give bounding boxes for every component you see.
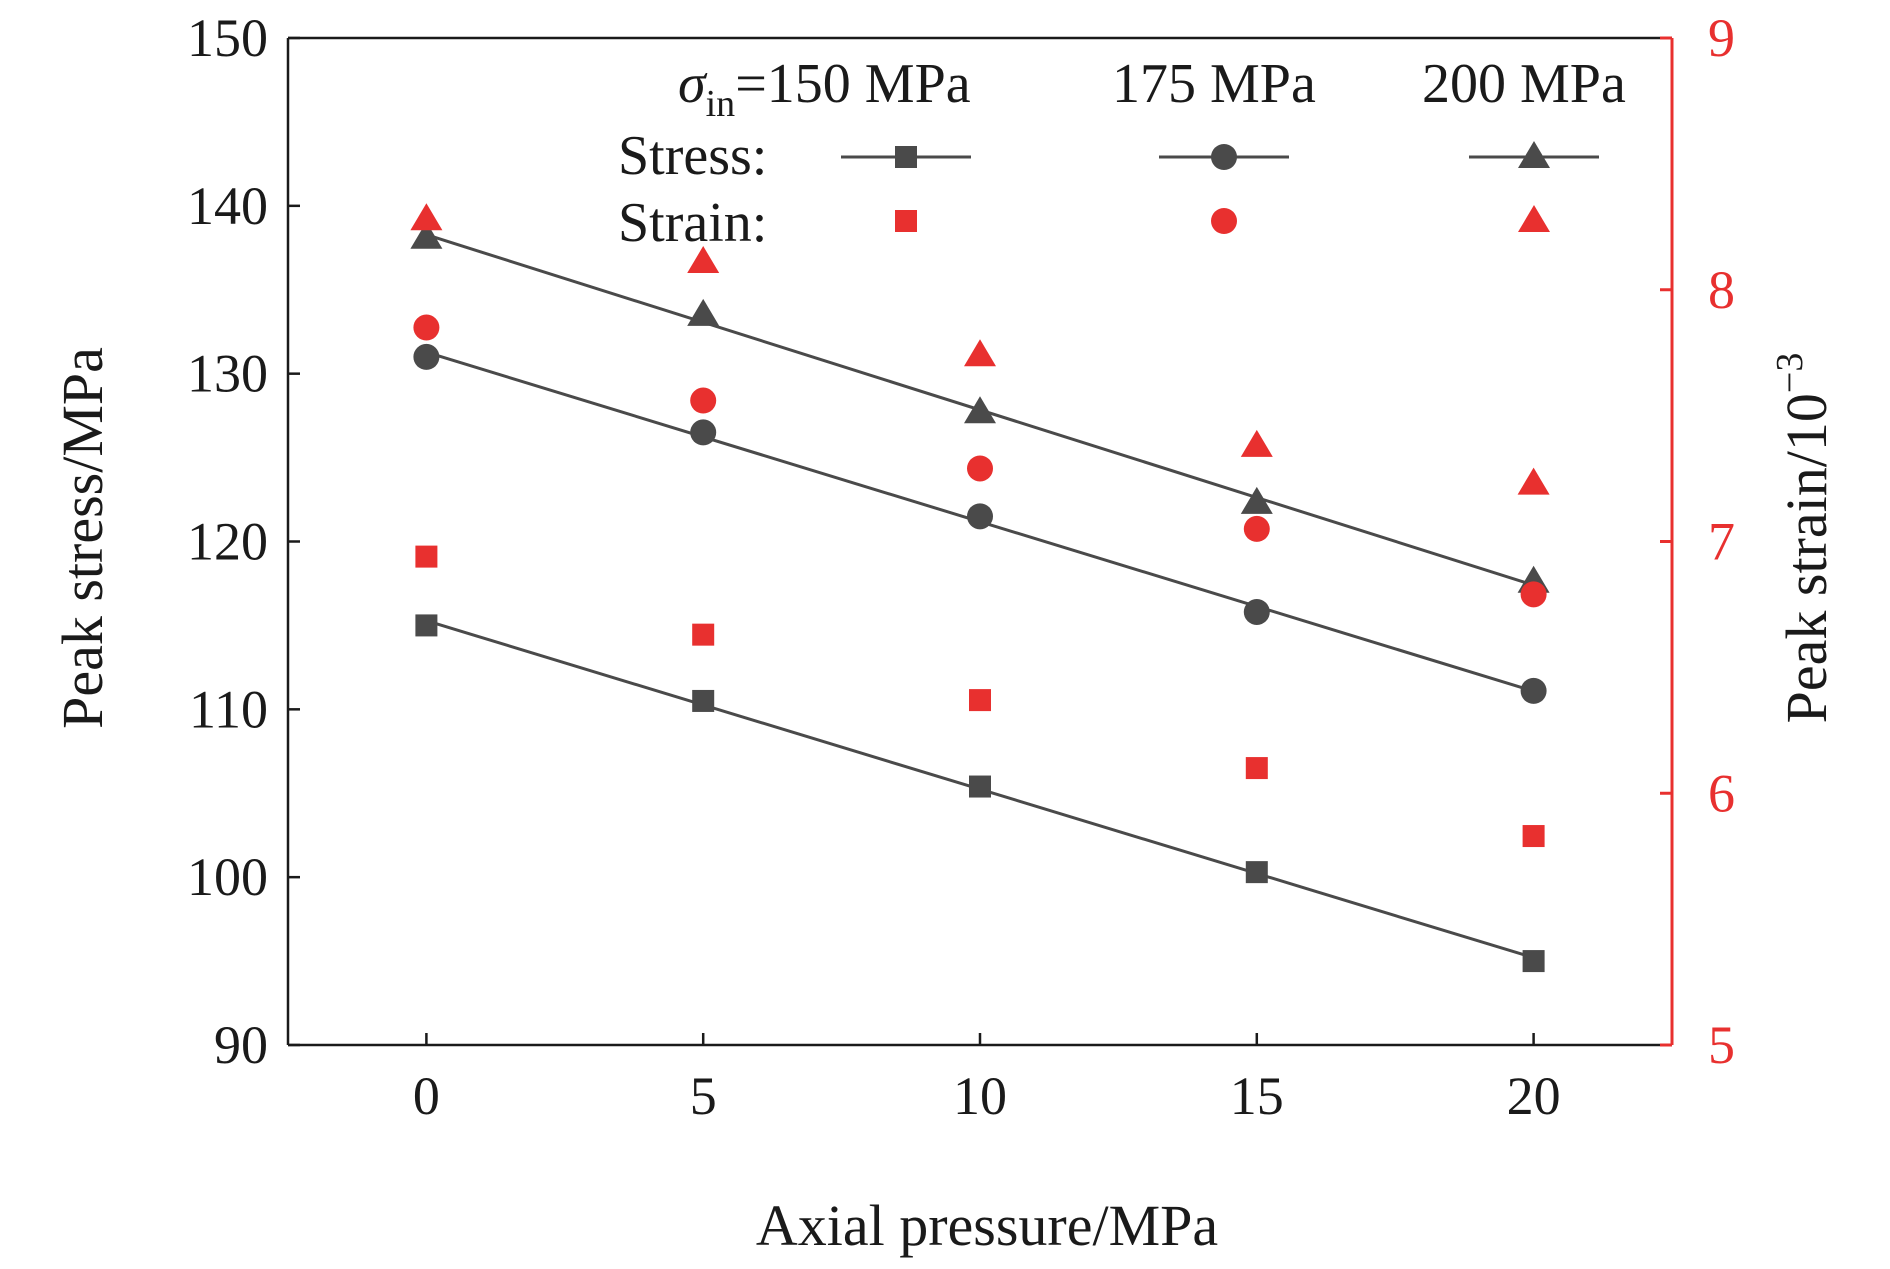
stress-point-circle — [413, 343, 440, 370]
strain-point-triangle — [964, 339, 996, 367]
stress-point-triangle — [964, 396, 996, 424]
stress-point-square — [1245, 861, 1268, 884]
axes: 0 5 10 15 20 90 100 110 120 130 140 150 5 6 7 8 9 — [187, 8, 1735, 1126]
legend-header-first: σin=150 MPa — [678, 53, 971, 125]
x-tick-label: 0 — [413, 1066, 440, 1126]
stress-point-circle — [1243, 598, 1270, 625]
x-tick-label: 5 — [690, 1066, 717, 1126]
stress-point-circle — [967, 503, 993, 530]
stress-point-triangle — [1240, 486, 1273, 514]
y-tick-label: 140 — [187, 176, 268, 236]
legend-strain-marker-square — [895, 210, 917, 232]
stress-point-triangle — [410, 221, 443, 249]
y2-tick-label: 9 — [1708, 8, 1735, 68]
y2-tick-label: 5 — [1708, 1015, 1735, 1075]
legend-stress-marker-circle — [1211, 144, 1237, 170]
y2-tick-label: 8 — [1708, 260, 1735, 320]
legend: σin=150 MPa 175 MPa 200 MPa Stress: Stra… — [618, 53, 1626, 254]
y-tick-label: 90 — [214, 1015, 268, 1075]
stress-point-triangle — [687, 298, 720, 326]
x-axis-title: Axial pressure/MPa — [756, 1193, 1218, 1258]
stress-point-circle — [690, 419, 717, 446]
y-tick-label: 110 — [189, 679, 268, 739]
legend-header-second: 175 MPa — [1112, 53, 1316, 115]
data-markers — [410, 203, 1550, 973]
stress-point-circle — [1520, 677, 1547, 704]
y-tick-label: 150 — [187, 8, 268, 68]
strain-point-triangle — [687, 246, 720, 274]
strain-point-triangle — [410, 203, 443, 231]
legend-stress-marker-square — [895, 146, 917, 168]
strain-point-circle — [1520, 581, 1547, 608]
y2-axis-title-exponent: −3 — [1769, 353, 1811, 393]
legend-strain-marker-triangle — [1518, 205, 1550, 232]
strain-point-square — [1522, 825, 1545, 848]
strain-point-circle — [967, 455, 993, 482]
y2-axis-title: Peak strain/10−3 — [1769, 353, 1839, 724]
strain-point-circle — [1243, 515, 1270, 542]
stress-point-square — [969, 775, 991, 798]
legend-stress-marker-triangle — [1518, 141, 1550, 168]
legend-strain-label: Strain: — [618, 192, 767, 254]
strain-point-triangle — [1517, 467, 1550, 495]
y-axis-title: Peak stress/MPa — [50, 347, 115, 729]
strain-point-square — [1245, 757, 1268, 780]
y2-tick-label: 7 — [1708, 512, 1735, 572]
legend-stress-label: Stress: — [618, 125, 767, 187]
y-tick-label: 130 — [187, 344, 268, 404]
legend-header-first-value: =150 MPa — [735, 53, 971, 115]
strain-point-square — [692, 623, 715, 646]
strain-point-circle — [413, 314, 440, 341]
stress-point-square — [415, 614, 438, 637]
strain-point-circle — [690, 387, 717, 414]
strain-point-triangle — [1240, 429, 1273, 457]
y-tick-label: 120 — [187, 512, 268, 572]
y-tick-label: 100 — [187, 847, 268, 907]
y2-tick-label: 6 — [1708, 763, 1735, 823]
strain-point-square — [415, 545, 438, 568]
y2-axis-title-base: Peak strain/10 — [1774, 393, 1839, 723]
x-tick-label: 20 — [1507, 1066, 1561, 1126]
x-tick-label: 10 — [953, 1066, 1007, 1126]
legend-strain-marker-circle — [1211, 208, 1237, 234]
x-tick-label: 15 — [1230, 1066, 1284, 1126]
strain-point-square — [969, 689, 991, 712]
stress-point-square — [1522, 950, 1545, 973]
legend-sigma: σ — [678, 53, 708, 115]
legend-header-third: 200 MPa — [1422, 53, 1626, 115]
legend-sigma-subscript: in — [706, 83, 736, 125]
stress-point-square — [692, 689, 715, 712]
